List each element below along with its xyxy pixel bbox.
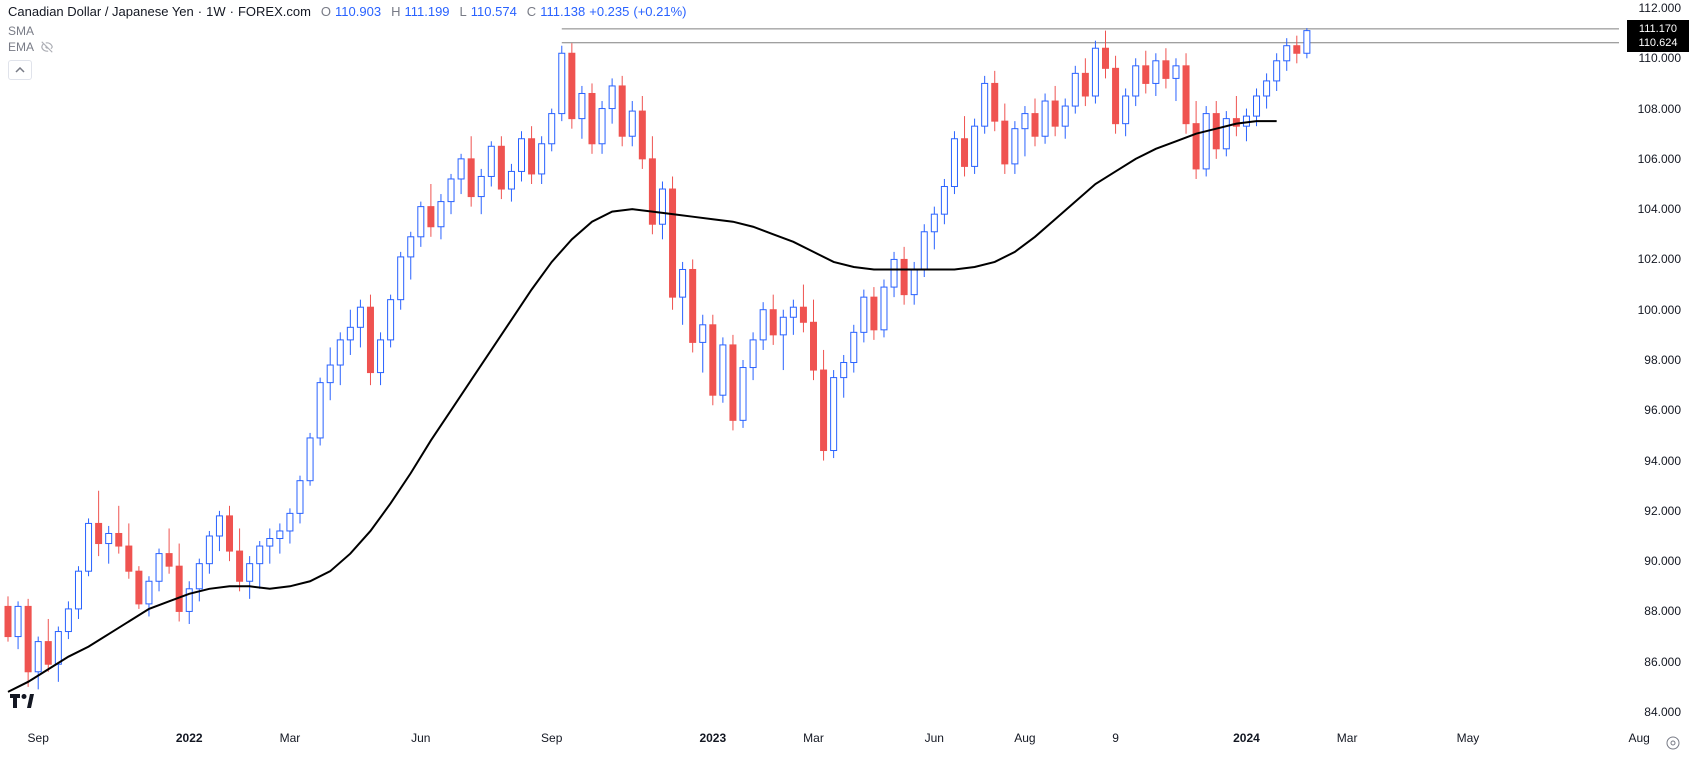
x-tick: Sep — [541, 731, 562, 745]
y-tick: 112.000 — [1639, 1, 1682, 15]
y-tick: 110.000 — [1639, 51, 1682, 65]
price-axis[interactable]: 84.000 86.000 88.000 90.000 92.000 94.000 96.0… — [1619, 0, 1689, 721]
x-tick: 2023 — [699, 731, 726, 745]
y-tick: 96.000 — [1644, 403, 1681, 417]
x-tick: Jun — [411, 731, 430, 745]
y-tick: 98.000 — [1644, 353, 1681, 367]
y-tick: 108.000 — [1638, 102, 1681, 116]
chart-svg — [0, 0, 1621, 714]
y-tick: 100.000 — [1638, 303, 1681, 317]
y-tick: 88.000 — [1644, 604, 1681, 618]
x-tick: 9 — [1112, 731, 1119, 745]
x-tick: Sep — [28, 731, 49, 745]
x-tick: Jun — [925, 731, 944, 745]
x-tick: Mar — [803, 731, 824, 745]
y-tick: 102.000 — [1638, 252, 1681, 266]
y-tick: 86.000 — [1644, 655, 1681, 669]
x-tick: 2022 — [176, 731, 203, 745]
x-tick: Mar — [280, 731, 301, 745]
chart-plot-area[interactable] — [0, 0, 1619, 721]
x-tick: Aug — [1628, 731, 1649, 745]
y-tick: 92.000 — [1644, 504, 1681, 518]
x-tick: Mar — [1337, 731, 1358, 745]
settings-button[interactable] — [1665, 735, 1681, 751]
price-tag: 110.624 — [1627, 34, 1689, 52]
x-tick: 2024 — [1233, 731, 1260, 745]
gear-icon — [1665, 735, 1681, 751]
time-axis[interactable]: Sep 2022 Mar Jun Sep 2023 Mar Jun Aug 9 2024 Mar May… — [0, 721, 1619, 761]
y-tick: 106.000 — [1638, 152, 1681, 166]
y-tick: 90.000 — [1644, 554, 1681, 568]
tradingview-logo — [10, 692, 34, 713]
x-tick: Aug — [1014, 731, 1035, 745]
y-tick: 84.000 — [1644, 705, 1681, 719]
x-tick: May — [1457, 731, 1480, 745]
y-tick: 94.000 — [1644, 454, 1681, 468]
y-tick: 104.000 — [1638, 202, 1681, 216]
